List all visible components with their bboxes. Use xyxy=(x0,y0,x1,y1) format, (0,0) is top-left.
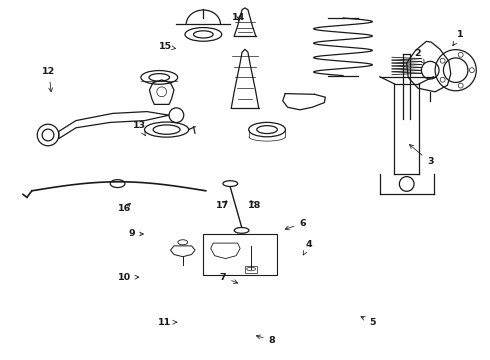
Bar xyxy=(203,234,277,275)
Text: 15: 15 xyxy=(159,42,175,51)
Text: 8: 8 xyxy=(256,335,275,345)
Text: 13: 13 xyxy=(133,122,146,136)
Text: 14: 14 xyxy=(232,13,245,22)
Text: 11: 11 xyxy=(157,318,177,327)
Text: 12: 12 xyxy=(42,68,56,92)
Text: 6: 6 xyxy=(285,219,306,230)
Text: 4: 4 xyxy=(303,240,312,255)
Text: 18: 18 xyxy=(248,201,262,210)
Text: 5: 5 xyxy=(361,316,376,327)
Text: 3: 3 xyxy=(410,145,434,166)
Text: 17: 17 xyxy=(216,201,230,210)
Text: 7: 7 xyxy=(220,273,238,283)
Bar xyxy=(245,266,257,273)
Text: 1: 1 xyxy=(453,30,464,46)
Text: 10: 10 xyxy=(119,273,139,282)
Text: 9: 9 xyxy=(128,230,144,238)
Text: 16: 16 xyxy=(118,203,132,212)
Text: 2: 2 xyxy=(414,49,424,64)
